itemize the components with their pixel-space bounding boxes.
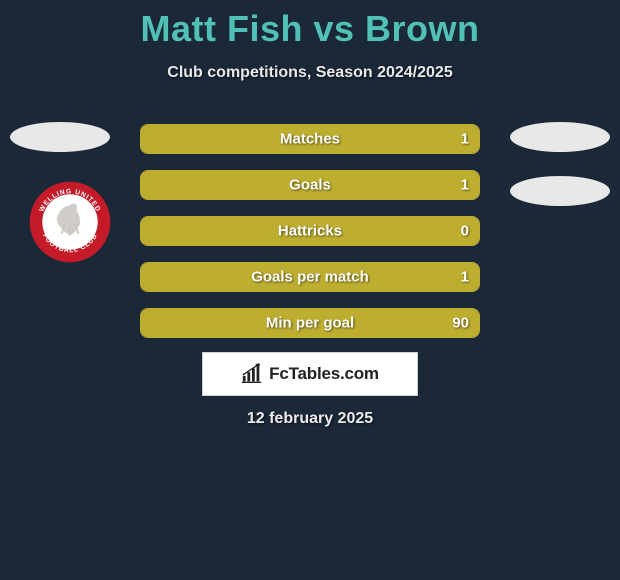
- stat-value-right: 0: [461, 223, 469, 240]
- page-title: Matt Fish vs Brown: [0, 0, 620, 50]
- stat-row: Goals1: [140, 170, 480, 200]
- stat-fill-left: [141, 171, 293, 199]
- stats-comparison: Matches1 Goals1 Hattricks0 Goals per match1…: [140, 124, 480, 354]
- right-player-ellipse-1: [510, 122, 610, 152]
- stat-fill-right: [293, 125, 479, 153]
- stat-fill-right: [293, 217, 479, 245]
- branding-text: FcTables.com: [269, 364, 379, 384]
- branding-badge: FcTables.com: [202, 352, 418, 396]
- stat-row: Min per goal90: [140, 308, 480, 338]
- stat-fill-right: [293, 171, 479, 199]
- stat-fill-right: [293, 263, 479, 291]
- stat-row: Goals per match1: [140, 262, 480, 292]
- left-player-ellipse: [10, 122, 110, 152]
- stat-value-right: 90: [452, 315, 469, 332]
- stat-fill-right: [293, 309, 479, 337]
- stat-fill-left: [141, 217, 293, 245]
- right-player-ellipse-2: [510, 176, 610, 206]
- bar-chart-icon: [241, 363, 263, 385]
- subtitle: Club competitions, Season 2024/2025: [0, 64, 620, 82]
- stat-fill-left: [141, 263, 293, 291]
- stat-value-right: 1: [461, 177, 469, 194]
- stat-value-right: 1: [461, 131, 469, 148]
- stat-value-right: 1: [461, 269, 469, 286]
- club-logo-icon: WELLING UNITED FOOTBALL CLUB: [28, 180, 112, 264]
- stat-fill-left: [141, 309, 293, 337]
- stat-row: Hattricks0: [140, 216, 480, 246]
- date-text: 12 february 2025: [0, 410, 620, 428]
- stat-fill-left: [141, 125, 293, 153]
- stat-row: Matches1: [140, 124, 480, 154]
